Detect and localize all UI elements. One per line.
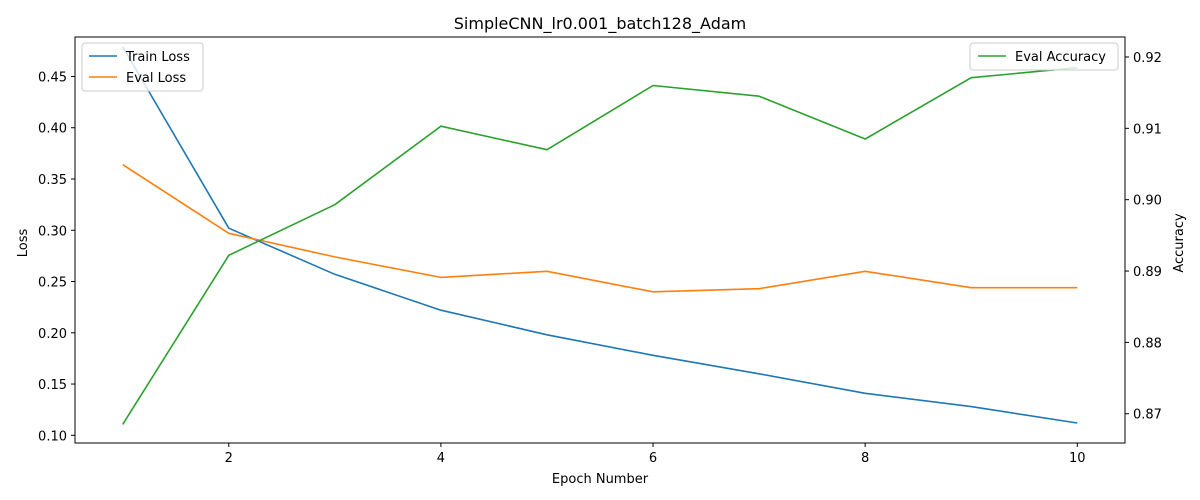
plot-area (74, 36, 1126, 444)
series-layer (122, 46, 1078, 425)
left-y-axis-ticks: 0.10 0.15 0.20 0.25 0.30 0.35 0.40 0.45 (38, 70, 75, 444)
right-y-tick-label: 0.88 (1133, 336, 1162, 351)
x-tick-label: 8 (861, 451, 869, 466)
legend-train-loss-label: Train Loss (125, 50, 190, 65)
x-axis-ticks: 2 4 6 8 10 (225, 443, 1086, 466)
right-y-tick-label: 0.87 (1133, 408, 1162, 423)
x-tick-label: 4 (437, 451, 445, 466)
x-tick-label: 2 (225, 451, 233, 466)
legend-accuracy-frame (969, 42, 1119, 71)
eval-loss-line (122, 163, 1078, 293)
left-y-tick-label: 0.35 (38, 173, 67, 188)
left-y-tick-label: 0.15 (38, 378, 67, 393)
x-tick-label: 10 (1069, 451, 1086, 466)
left-y-tick-label: 0.45 (38, 70, 67, 85)
legend-eval-accuracy-label: Eval Accuracy (1015, 50, 1106, 65)
right-y-tick-label: 0.89 (1133, 265, 1162, 280)
left-y-axis-label: Loss (16, 229, 31, 258)
right-y-tick-label: 0.90 (1133, 194, 1162, 209)
left-y-tick-label: 0.10 (38, 429, 67, 444)
plot-frame (74, 36, 1126, 444)
chart-title: SimpleCNN_lr0.001_batch128_Adam (454, 14, 747, 34)
train-loss-line (122, 46, 1078, 424)
legend-loss: Train Loss Eval Loss (81, 42, 204, 92)
left-y-tick-label: 0.20 (38, 327, 67, 342)
left-y-tick-label: 0.25 (38, 276, 67, 291)
legend-loss-frame (81, 42, 204, 92)
left-y-tick-label: 0.30 (38, 224, 67, 239)
eval-accuracy-line (122, 66, 1078, 425)
legend-eval-loss-label: Eval Loss (126, 71, 186, 86)
left-y-tick-label: 0.40 (38, 122, 67, 137)
right-y-axis-ticks: 0.87 0.88 0.89 0.90 0.91 0.92 (1125, 51, 1162, 423)
x-axis-label: Epoch Number (552, 472, 649, 487)
right-y-tick-label: 0.91 (1133, 122, 1162, 137)
legend-accuracy: Eval Accuracy (969, 42, 1119, 71)
x-tick-label: 6 (649, 451, 657, 466)
right-y-axis-label: Accuracy (1172, 213, 1187, 273)
right-y-tick-label: 0.92 (1133, 51, 1162, 66)
